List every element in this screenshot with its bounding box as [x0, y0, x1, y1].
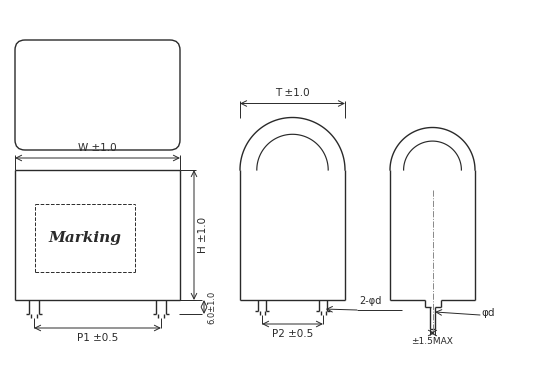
Text: H ±1.0: H ±1.0 [198, 217, 208, 253]
Text: W ±1.0: W ±1.0 [78, 143, 117, 153]
Text: ±1.5MAX: ±1.5MAX [412, 337, 454, 346]
Text: 6.0±1.0: 6.0±1.0 [207, 291, 216, 324]
Text: T ±1.0: T ±1.0 [275, 88, 310, 99]
FancyBboxPatch shape [15, 40, 180, 150]
Text: P2 ±0.5: P2 ±0.5 [272, 329, 313, 339]
Text: P1 ±0.5: P1 ±0.5 [77, 333, 118, 343]
Text: Marking: Marking [49, 231, 122, 245]
Text: φd: φd [481, 308, 494, 318]
Text: 2-φd: 2-φd [359, 296, 381, 306]
